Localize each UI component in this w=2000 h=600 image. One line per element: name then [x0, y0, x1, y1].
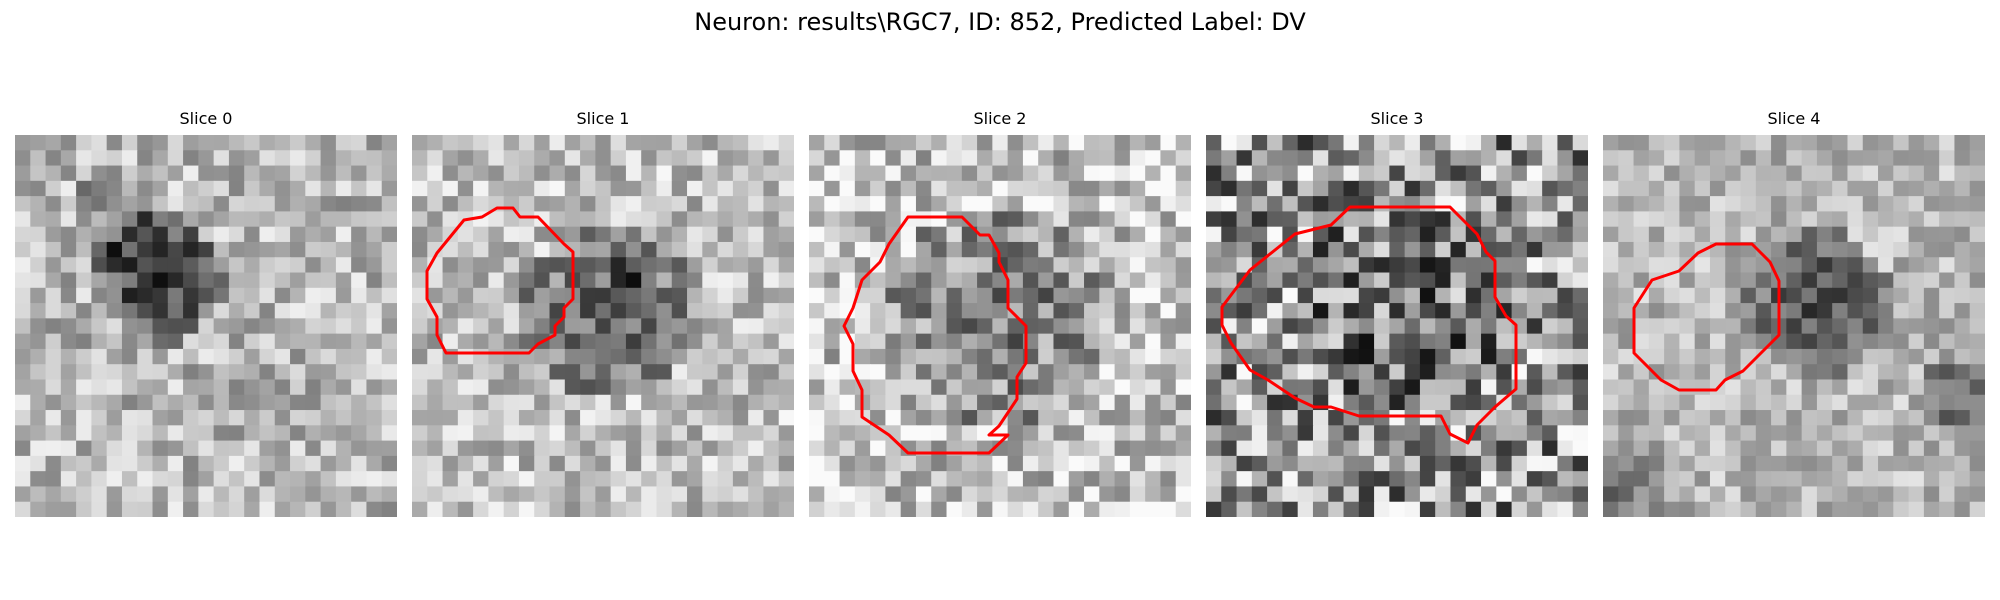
slice-panel-0: Slice 0 [15, 109, 397, 519]
slice-title-4: Slice 4 [1767, 109, 1821, 128]
segmentation-contour-1 [425, 206, 575, 355]
segmentation-contour-2 [842, 215, 1028, 455]
slice-image-0 [15, 135, 397, 517]
slice-panel-3: Slice 3 [1206, 109, 1588, 519]
slice-image-2 [809, 135, 1191, 517]
slice-panel-2: Slice 2 [809, 109, 1191, 519]
slice-image-3 [1206, 135, 1588, 517]
figure-title: Neuron: results\RGC7, ID: 852, Predicted… [694, 8, 1306, 36]
slice-title-0: Slice 0 [179, 109, 233, 128]
slice-title-1: Slice 1 [576, 109, 630, 128]
slice-panel-1: Slice 1 [412, 109, 794, 519]
slice-title-2: Slice 2 [973, 109, 1027, 128]
slice-panel-4: Slice 4 [1603, 109, 1985, 519]
slice-title-3: Slice 3 [1370, 109, 1424, 128]
slice-image-4 [1603, 135, 1985, 517]
slice-image-1 [412, 135, 794, 517]
segmentation-contour-4 [1632, 242, 1781, 392]
segmentation-contour-3 [1220, 205, 1518, 445]
